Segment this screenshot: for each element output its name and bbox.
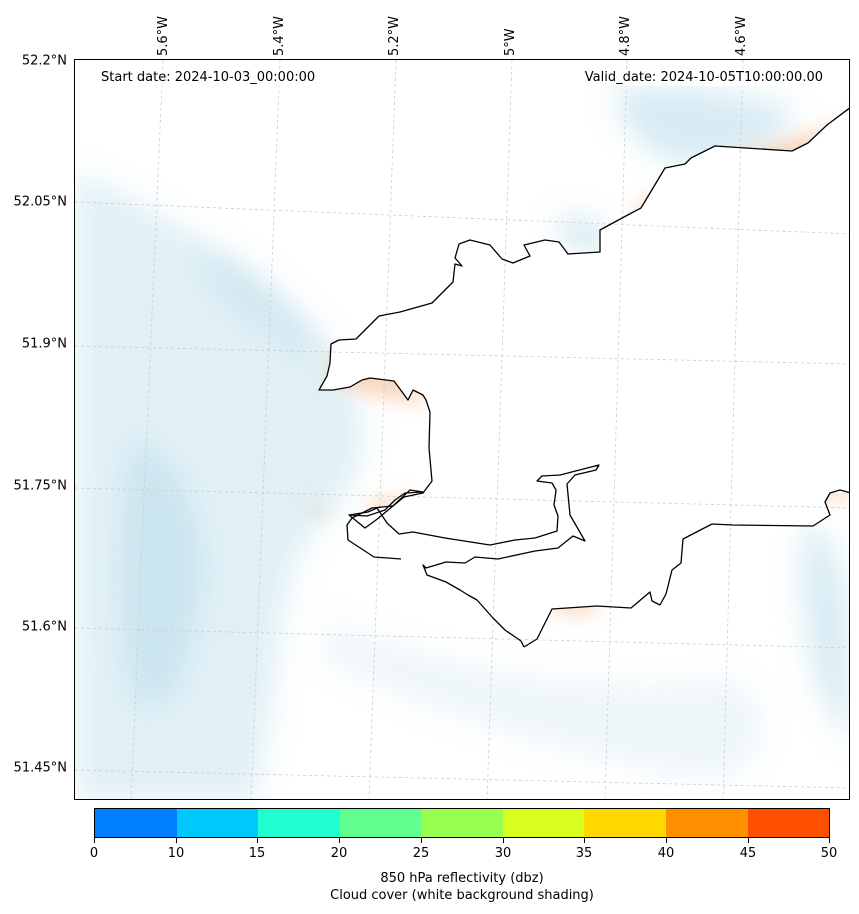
colorbar-tick-label: 10: [167, 846, 185, 861]
start-date-label: Start date: 2024-10-03_00:00:00: [95, 69, 322, 86]
cloud-east-bay: [555, 216, 607, 252]
map-canvas: [75, 60, 849, 799]
colorbar-segment-4: [421, 809, 503, 837]
cloud-cover-shading: [75, 86, 849, 799]
colorbar-tick-label: 20: [330, 846, 348, 861]
colorbar-segment-7: [665, 809, 748, 837]
colorbar-tick-label: 45: [739, 846, 757, 861]
lon-label-5: 5°W: [503, 28, 518, 56]
lat-label-51-45: 51.45°N: [13, 760, 67, 776]
lat-label-52-2: 52.2°N: [21, 53, 67, 69]
lon-label-5-2: 5.2°W: [387, 15, 402, 56]
lon-label-4-6: 4.6°W: [734, 15, 749, 56]
lon-label-5-6: 5.6°W: [156, 15, 171, 56]
lon-label-5-4: 5.4°W: [272, 15, 287, 56]
colorbar-tick: [94, 838, 95, 843]
colorbar-segment-6: [584, 809, 666, 837]
colorbar-tick-label: 30: [494, 846, 512, 861]
land-mask: [319, 108, 849, 647]
gridline-lon-5-6: [130, 60, 164, 799]
gridlines: [75, 60, 849, 799]
colorbar-tick: [584, 838, 585, 843]
colorbar-segment-3: [339, 809, 422, 837]
coastline-haven: [348, 464, 600, 648]
colorbar-tick-label: 50: [820, 846, 838, 861]
colorbar-tick: [339, 838, 340, 843]
colorbar-tick-label: 40: [657, 846, 675, 861]
cloud-northwest: [195, 240, 335, 360]
lon-label-4-8: 4.8°W: [618, 15, 633, 56]
colorbar-segment-1: [176, 809, 259, 837]
cloud-south: [325, 620, 763, 780]
valid-date-label: Valid_date: 2024-10-05T10:00:00.00: [578, 69, 829, 86]
lat-label-51-75: 51.75°N: [13, 478, 67, 494]
colorbar-tick: [257, 838, 258, 843]
map-panel: Start date: 2024-10-03_00:00:00 Valid_da…: [74, 59, 850, 800]
colorbar-tick: [748, 838, 749, 843]
colorbar-tick-label: 15: [248, 846, 266, 861]
cloud-west-core: [120, 440, 202, 706]
colorbar-title: 850 hPa reflectivity (dbz): [380, 871, 544, 886]
colorbar-tick-label: 25: [412, 846, 430, 861]
coastline-south: [523, 489, 849, 648]
colorbar-tick-label: 35: [575, 846, 593, 861]
colorbar-tick: [503, 838, 504, 843]
colorbar-segment-0: [95, 809, 177, 837]
colorbar-tick-label: 0: [89, 846, 99, 861]
colorbar-segment-8: [747, 809, 830, 837]
colorbar-tick: [666, 838, 667, 843]
cloud-southeast: [802, 520, 849, 739]
colorbar-tick: [829, 838, 830, 843]
reflectivity-small-2: [309, 503, 325, 518]
lat-label-51-9: 51.9°N: [21, 336, 67, 352]
coastline-main: [318, 107, 849, 560]
colorbar-tick: [176, 838, 177, 843]
colorbar-segment-5: [502, 809, 585, 837]
lat-label-51-6: 51.6°N: [21, 619, 67, 635]
colorbar-subtitle: Cloud cover (white background shading): [330, 888, 594, 903]
colorbar: [94, 808, 830, 838]
coastline: [318, 107, 849, 648]
lat-label-52-05: 52.05°N: [13, 194, 67, 210]
colorbar-segment-2: [258, 809, 340, 837]
cloud-northeast: [615, 86, 795, 164]
colorbar-tick: [421, 838, 422, 843]
land-mask-south: [345, 470, 585, 565]
